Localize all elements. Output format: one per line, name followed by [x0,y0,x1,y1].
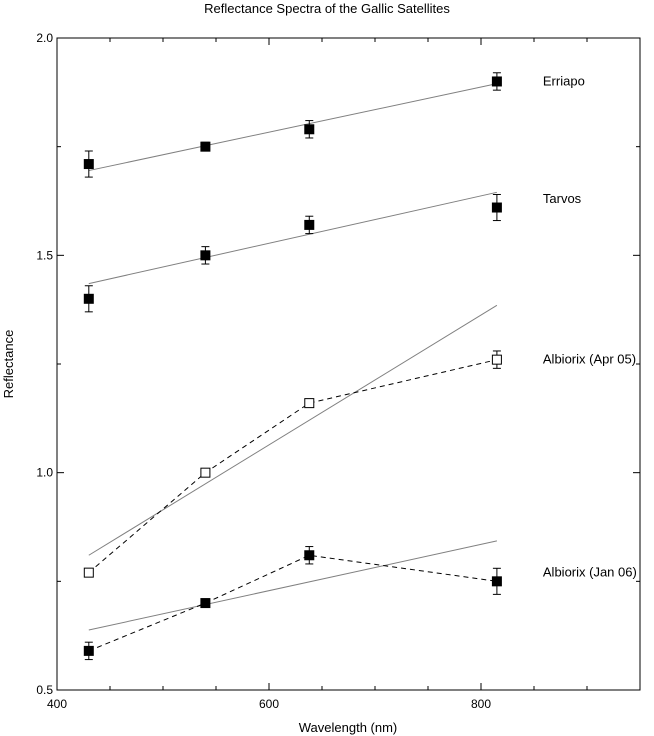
x-axis-label: Wavelength (nm) [299,720,398,735]
tick-group: 400 600 800 0.5 1.0 1.5 2.0 [36,31,641,711]
fit-line-albiorix-apr-05 [88,304,498,556]
x-tick-label: 600 [259,697,279,711]
data-point-erriapo [491,76,502,87]
data-point-erriapo [200,141,211,152]
fit-line-albiorix-jan-06 [88,540,498,631]
data-point-erriapo [304,124,315,135]
series-label-tarvos: Tarvos [543,191,582,206]
x-tick-label: 400 [47,697,67,711]
data-point-albiorix-apr-05 [83,567,94,578]
data-point-tarvos [304,219,315,230]
y-tick-label: 1.0 [36,466,53,480]
series-labels: Erriapo Tarvos Albiorix (Apr 05) Albiorix (… [543,73,637,579]
data-point-albiorix-jan-06 [491,576,502,587]
series-label-albiorix-jan-06: Albiorix (Jan 06) [543,565,637,580]
fit-line-erriapo [88,83,498,172]
fit-line-tarvos [88,191,498,285]
data-point-albiorix-apr-05 [304,398,315,409]
connector-albiorix-jan-06 [88,554,497,652]
data-point-albiorix-jan-06 [200,598,211,609]
data-point-tarvos [200,250,211,261]
y-axis-label: Reflectance [1,330,16,399]
data-point-tarvos [491,202,502,213]
data-point-albiorix-apr-05 [491,354,502,365]
x-tick-label: 800 [471,697,491,711]
series-label-albiorix-apr-05: Albiorix (Apr 05) [543,352,636,367]
data-point-albiorix-jan-06 [304,550,315,561]
series-label-erriapo: Erriapo [543,73,585,88]
fit-lines [88,83,498,631]
y-tick-label: 0.5 [36,683,53,697]
data-point-erriapo [83,159,94,170]
connector-albiorix-apr-05 [88,359,498,573]
data-point-tarvos [83,293,94,304]
y-tick-label: 1.5 [36,248,53,262]
chart-title: Reflectance Spectra of the Gallic Satell… [204,1,450,16]
data-point-albiorix-jan-06 [83,645,94,656]
y-tick-label: 2.0 [36,31,53,45]
dashed-connectors [88,359,498,652]
data-points [83,72,502,661]
data-point-albiorix-apr-05 [200,467,211,478]
